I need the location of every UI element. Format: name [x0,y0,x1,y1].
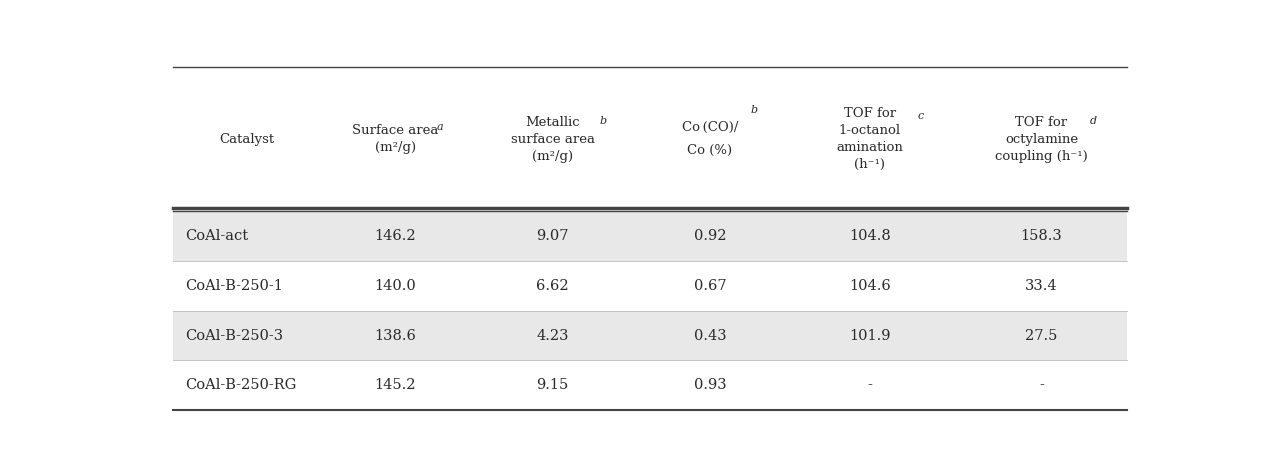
Bar [174,310,1127,361]
Text: 101.9: 101.9 [849,329,891,342]
Text: 145.2: 145.2 [374,378,416,392]
Text: 9.07: 9.07 [537,229,569,243]
Text: Co (CO)/: Co (CO)/ [681,121,739,134]
Text: d: d [1090,116,1096,126]
Text: 146.2: 146.2 [374,229,416,243]
Text: 140.0: 140.0 [374,279,416,293]
Text: CoAl-B-250-RG: CoAl-B-250-RG [185,378,297,392]
Text: b: b [751,105,758,115]
Text: c: c [917,111,924,121]
Bar [174,211,1127,261]
Text: 27.5: 27.5 [1025,329,1057,342]
Text: 0.93: 0.93 [694,378,726,392]
Bar [174,67,1127,211]
Bar [174,361,1127,410]
Text: 104.8: 104.8 [849,229,891,243]
Text: 9.15: 9.15 [537,378,569,392]
Text: Surface area
(m²/g): Surface area (m²/g) [352,124,438,154]
Text: Metallic
surface area
(m²/g): Metallic surface area (m²/g) [510,116,595,163]
Text: Catalyst: Catalyst [220,133,275,146]
Bar [174,261,1127,310]
Text: 33.4: 33.4 [1025,279,1058,293]
Text: TOF for
1-octanol
amination
(h⁻¹): TOF for 1-octanol amination (h⁻¹) [836,107,904,171]
Text: CoAl-act: CoAl-act [185,229,249,243]
Text: 4.23: 4.23 [537,329,569,342]
Text: 104.6: 104.6 [849,279,891,293]
Text: 0.92: 0.92 [694,229,726,243]
Text: -: - [867,378,872,392]
Text: a: a [437,121,443,131]
Text: TOF for
octylamine
coupling (h⁻¹): TOF for octylamine coupling (h⁻¹) [995,116,1088,163]
Text: -: - [1039,378,1044,392]
Text: 0.43: 0.43 [694,329,726,342]
Text: CoAl-B-250-3: CoAl-B-250-3 [185,329,283,342]
Text: 6.62: 6.62 [537,279,569,293]
Text: CoAl-B-250-1: CoAl-B-250-1 [185,279,283,293]
Text: b: b [599,116,607,126]
Text: 0.67: 0.67 [694,279,726,293]
Text: 158.3: 158.3 [1020,229,1062,243]
Text: 138.6: 138.6 [374,329,416,342]
Text: Co (%): Co (%) [688,144,732,157]
